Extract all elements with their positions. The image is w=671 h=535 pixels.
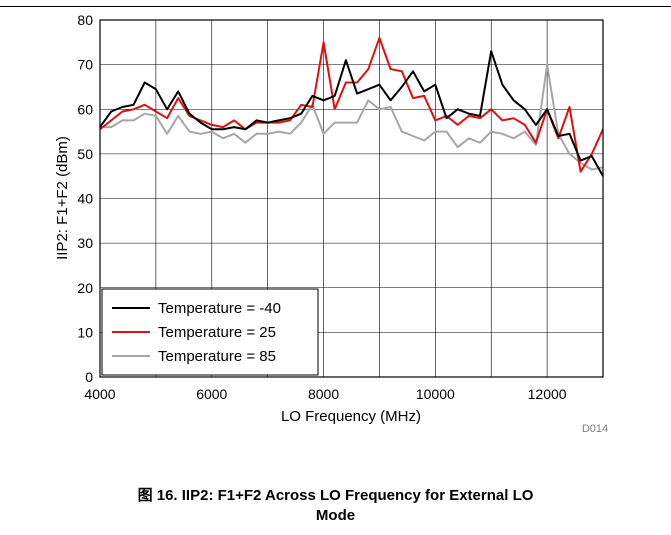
series-line-1 bbox=[99, 36, 604, 173]
x-tick-label: 8000 bbox=[308, 386, 339, 402]
series-line-0 bbox=[99, 50, 604, 177]
y-tick-label: 0 bbox=[85, 369, 93, 385]
figure-code: D014 bbox=[582, 423, 608, 435]
legend: Temperature = -40 Temperature = 25 Tempe… bbox=[101, 288, 319, 376]
y-tick-label: 40 bbox=[77, 191, 93, 207]
x-tick-label: 10000 bbox=[416, 386, 455, 402]
y-tick-label: 10 bbox=[77, 324, 93, 340]
y-axis-title: IIP2: F1+F2 (dBm) bbox=[54, 136, 71, 260]
y-tick-labels: 0 10 20 30 40 50 60 70 80 bbox=[77, 12, 93, 385]
legend-label-85: Temperature = 85 bbox=[158, 348, 276, 365]
iip2-line-chart: 4000 6000 8000 10000 12000 0 10 20 30 40 50 60 70 80… bbox=[54, 12, 608, 435]
y-tick-label: 70 bbox=[77, 57, 93, 73]
series-layer bbox=[99, 36, 604, 177]
y-tick-label: 50 bbox=[77, 146, 93, 162]
y-tick-label: 60 bbox=[77, 101, 93, 117]
figure-caption: 图 16. IIP2: F1+F2 Across LO Frequency fo… bbox=[0, 486, 671, 526]
x-tick-label: 6000 bbox=[196, 386, 227, 402]
legend-label-25: Temperature = 25 bbox=[158, 324, 276, 341]
x-tick-label: 4000 bbox=[84, 386, 115, 402]
x-tick-label: 12000 bbox=[528, 386, 567, 402]
x-tick-labels: 4000 6000 8000 10000 12000 bbox=[84, 386, 566, 402]
caption-line-1: 图 16. IIP2: F1+F2 Across LO Frequency fo… bbox=[137, 487, 534, 504]
caption-line-2: Mode bbox=[315, 507, 356, 524]
plot-border bbox=[99, 19, 604, 378]
x-axis-title: LO Frequency (MHz) bbox=[281, 408, 421, 425]
top-rule bbox=[0, 6, 671, 7]
y-tick-label: 30 bbox=[77, 235, 93, 251]
y-tick-label: 20 bbox=[77, 280, 93, 296]
series-line-2 bbox=[100, 63, 604, 171]
y-tick-label: 80 bbox=[77, 12, 93, 28]
legend-label-minus40: Temperature = -40 bbox=[158, 300, 281, 317]
